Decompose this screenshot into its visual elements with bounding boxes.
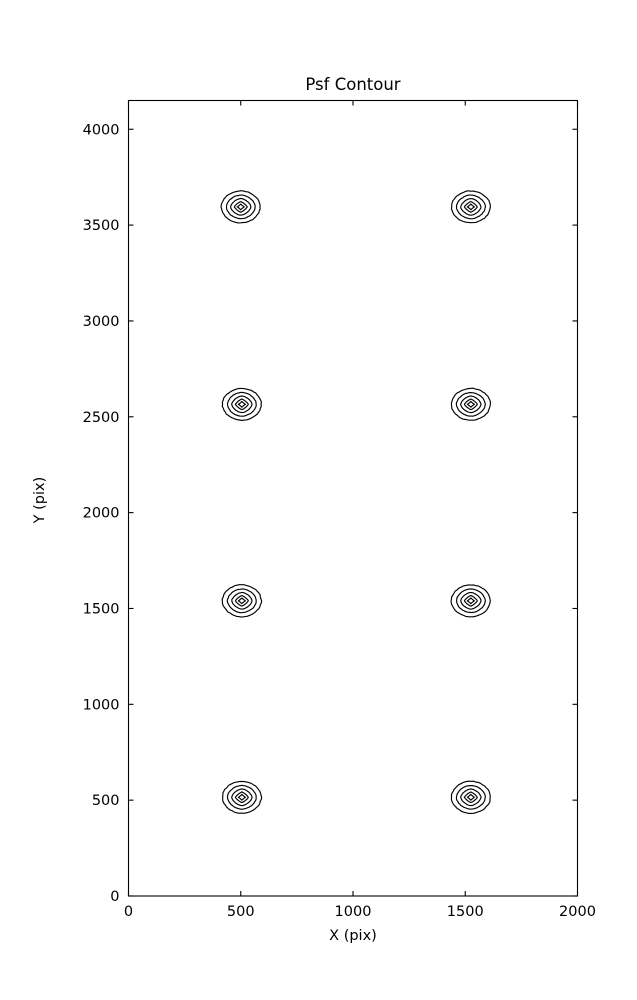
contour-level-0 (222, 780, 263, 814)
contour-level-1 (455, 785, 486, 810)
x-tick-label: 500 (227, 904, 255, 920)
psf-contour-blob (220, 190, 261, 224)
contour-level-2 (460, 198, 482, 216)
y-axis-label: Y (pix) (32, 477, 48, 525)
contour-level-1 (226, 784, 257, 810)
contour-level-3 (463, 791, 478, 804)
contour-level-1 (225, 194, 256, 220)
contour-level-1 (226, 588, 257, 614)
y-tick-label: 3500 (83, 218, 120, 234)
psf-contour-blob (221, 584, 263, 618)
contour-level-0 (221, 387, 262, 422)
contour-level-0 (450, 387, 492, 421)
psf-contour-blob (450, 190, 491, 224)
y-tick-label: 0 (110, 889, 119, 905)
contour-level-2 (460, 395, 482, 414)
contour-level-3 (234, 791, 249, 804)
contour-group (220, 190, 492, 814)
y-tick-label: 4000 (83, 122, 120, 138)
contour-level-0 (450, 190, 491, 224)
axes-frame (127, 99, 579, 897)
contour-level-2 (231, 788, 253, 807)
y-tick-label: 2500 (83, 410, 120, 426)
x-tick-label: 1000 (335, 904, 372, 920)
contour-level-3 (463, 200, 478, 213)
contour-level-1 (455, 194, 486, 220)
contour-level-4 (466, 203, 475, 211)
contour-level-4 (237, 597, 247, 605)
contour-level-0 (220, 190, 261, 224)
contour-level-4 (237, 793, 246, 801)
psf-contour-blob (450, 387, 492, 421)
contour-level-3 (463, 594, 478, 607)
y-tick-label: 1500 (83, 601, 120, 617)
contour-level-2 (230, 197, 252, 216)
contour-level-2 (231, 591, 253, 610)
x-axis-label: X (pix) (329, 928, 377, 944)
contour-level-3 (234, 398, 249, 411)
psf-contour-blob (222, 780, 263, 814)
y-tick-label: 1000 (83, 697, 120, 713)
x-axis-ticks: 0 500 1000 1500 2000 (124, 100, 596, 920)
contour-level-2 (460, 788, 482, 807)
contour-level-4 (466, 400, 475, 408)
contour-level-3 (234, 594, 249, 607)
contour-level-1 (455, 392, 486, 417)
contour-level-4 (236, 203, 245, 211)
contour-level-0 (450, 780, 491, 814)
contour-level-0 (450, 584, 491, 618)
y-axis-ticks: 0 500 1000 1500 2000 2500 3000 3500 4000 (83, 122, 578, 905)
contour-level-3 (463, 398, 478, 411)
psf-contour-blob (450, 780, 491, 814)
contour-level-4 (466, 793, 475, 801)
y-tick-label: 2000 (83, 506, 120, 522)
x-tick-label: 0 (124, 904, 133, 920)
psf-contour-blob (221, 387, 262, 422)
page-title: Psf Contour (305, 75, 400, 94)
contour-level-4 (237, 400, 247, 408)
contour-level-3 (233, 201, 248, 213)
contour-level-0 (221, 584, 263, 618)
psf-contour-blob (450, 584, 491, 618)
contour-level-2 (460, 591, 482, 610)
contour-level-4 (466, 597, 475, 605)
y-tick-label: 3000 (83, 314, 120, 330)
contour-level-1 (456, 588, 486, 614)
y-tick-label: 500 (92, 793, 120, 809)
x-tick-label: 1500 (447, 904, 484, 920)
contour-level-2 (231, 395, 253, 414)
contour-level-1 (226, 391, 257, 417)
x-tick-label: 2000 (559, 904, 596, 920)
